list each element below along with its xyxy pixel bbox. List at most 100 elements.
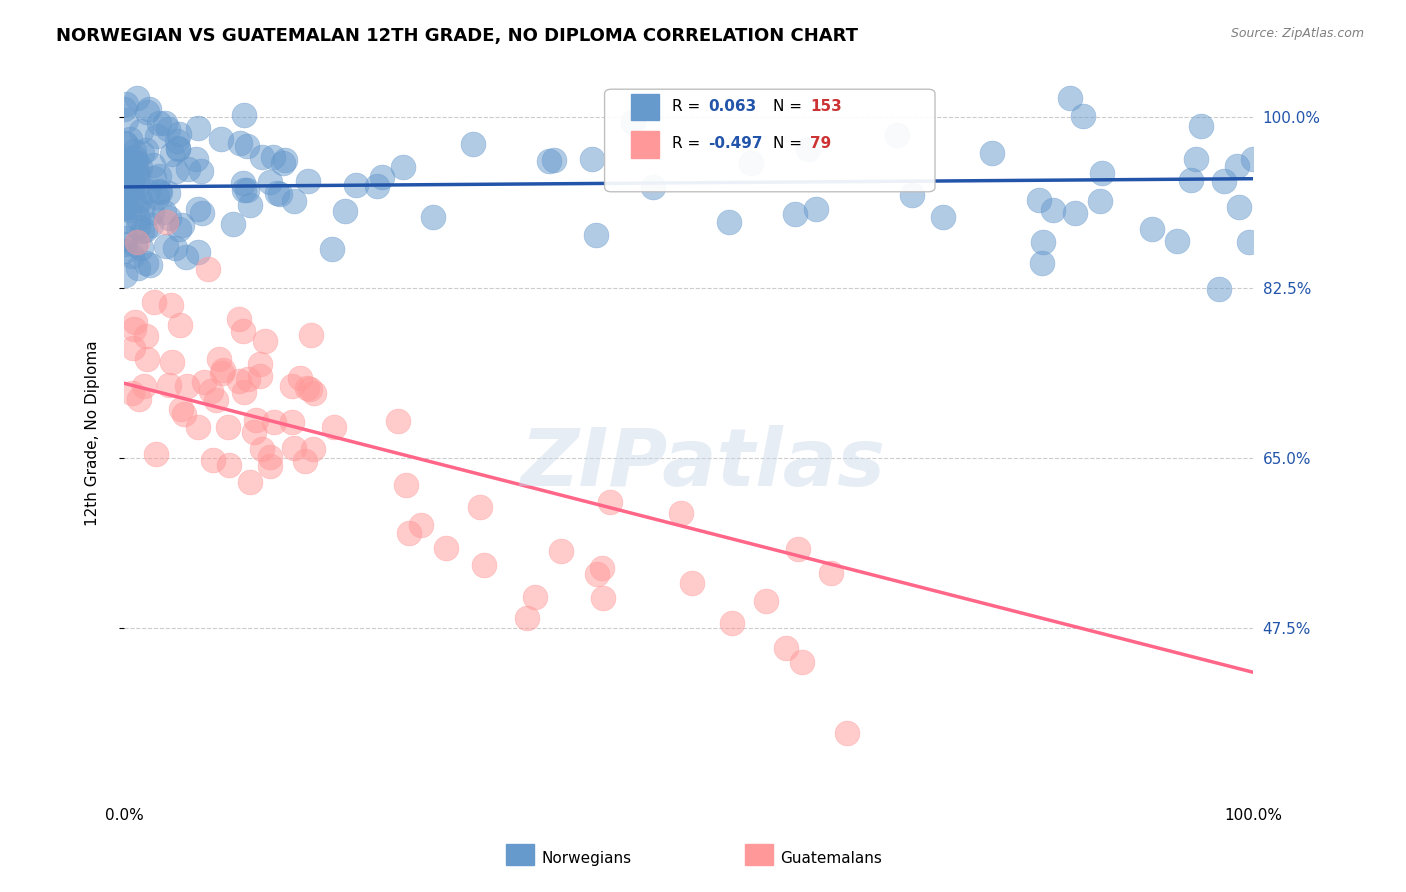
Point: [235, 183, 257, 197]
Point: [157, 211, 180, 225]
Point: [121, 172, 143, 186]
Point: [114, 268, 136, 283]
Point: [127, 219, 149, 234]
Point: [295, 381, 318, 395]
Point: [193, 375, 215, 389]
Point: [169, 128, 191, 142]
Point: [187, 419, 209, 434]
Point: [288, 371, 311, 385]
Point: [266, 186, 288, 200]
Point: [1227, 200, 1250, 214]
Point: [142, 158, 165, 172]
Point: [411, 518, 433, 533]
Point: [294, 453, 316, 467]
Point: [262, 150, 284, 164]
Point: [112, 102, 135, 116]
Point: [394, 478, 416, 492]
Point: [124, 151, 146, 165]
Point: [643, 180, 665, 194]
Point: [122, 191, 145, 205]
Text: 79: 79: [810, 136, 831, 151]
Point: [586, 567, 609, 582]
Point: [721, 615, 744, 630]
Point: [366, 178, 388, 193]
Point: [122, 180, 145, 194]
Text: R =: R =: [672, 136, 706, 151]
Point: [146, 190, 169, 204]
Point: [387, 414, 409, 428]
Point: [472, 558, 495, 573]
Text: Source: ZipAtlas.com: Source: ZipAtlas.com: [1230, 27, 1364, 40]
Point: [184, 152, 207, 166]
Point: [122, 341, 145, 355]
Point: [142, 171, 165, 186]
Point: [153, 116, 176, 130]
Point: [229, 136, 252, 150]
Point: [136, 105, 159, 120]
Point: [148, 116, 170, 130]
Point: [148, 169, 170, 183]
Point: [250, 442, 273, 456]
Point: [112, 199, 135, 213]
Point: [1032, 235, 1054, 249]
Point: [669, 506, 692, 520]
Point: [115, 175, 138, 189]
Point: [114, 231, 136, 245]
Point: [1031, 256, 1053, 270]
Point: [135, 351, 157, 366]
Point: [232, 325, 254, 339]
Point: [1091, 166, 1114, 180]
Point: [114, 136, 136, 150]
Point: [125, 155, 148, 169]
Point: [797, 142, 820, 156]
Point: [783, 207, 806, 221]
Point: [115, 155, 138, 169]
Point: [299, 328, 322, 343]
Point: [152, 205, 174, 219]
Point: [145, 447, 167, 461]
Text: 153: 153: [810, 99, 842, 113]
Point: [148, 184, 170, 198]
Text: N =: N =: [773, 136, 807, 151]
Text: R =: R =: [672, 99, 706, 113]
Point: [138, 102, 160, 116]
Point: [599, 495, 621, 509]
Point: [118, 202, 141, 217]
Point: [297, 174, 319, 188]
Point: [122, 321, 145, 335]
Point: [1180, 173, 1202, 187]
Point: [820, 566, 842, 580]
Point: [233, 108, 256, 122]
Point: [239, 197, 262, 211]
Point: [1166, 234, 1188, 248]
Point: [170, 218, 193, 232]
Point: [127, 169, 149, 183]
Text: NORWEGIAN VS GUATEMALAN 12TH GRADE, NO DIPLOMA CORRELATION CHART: NORWEGIAN VS GUATEMALAN 12TH GRADE, NO D…: [56, 27, 858, 45]
Point: [835, 726, 858, 740]
Point: [155, 214, 177, 228]
Point: [112, 191, 135, 205]
Point: [398, 525, 420, 540]
Point: [621, 115, 644, 129]
Point: [1142, 221, 1164, 235]
Point: [283, 194, 305, 209]
Point: [322, 420, 344, 434]
Point: [132, 379, 155, 393]
Point: [259, 175, 281, 189]
Point: [249, 357, 271, 371]
Point: [806, 202, 828, 216]
Y-axis label: 12th Grade, No Diploma: 12th Grade, No Diploma: [86, 341, 100, 526]
Point: [115, 136, 138, 151]
Point: [1071, 109, 1094, 123]
Text: ZIPatlas: ZIPatlas: [520, 425, 886, 503]
Point: [114, 244, 136, 259]
Point: [211, 362, 233, 376]
Point: [232, 183, 254, 197]
Point: [209, 132, 232, 146]
Point: [236, 139, 259, 153]
Point: [155, 239, 177, 253]
Point: [112, 202, 135, 216]
Point: [201, 453, 224, 467]
Point: [114, 164, 136, 178]
Point: [238, 372, 260, 386]
